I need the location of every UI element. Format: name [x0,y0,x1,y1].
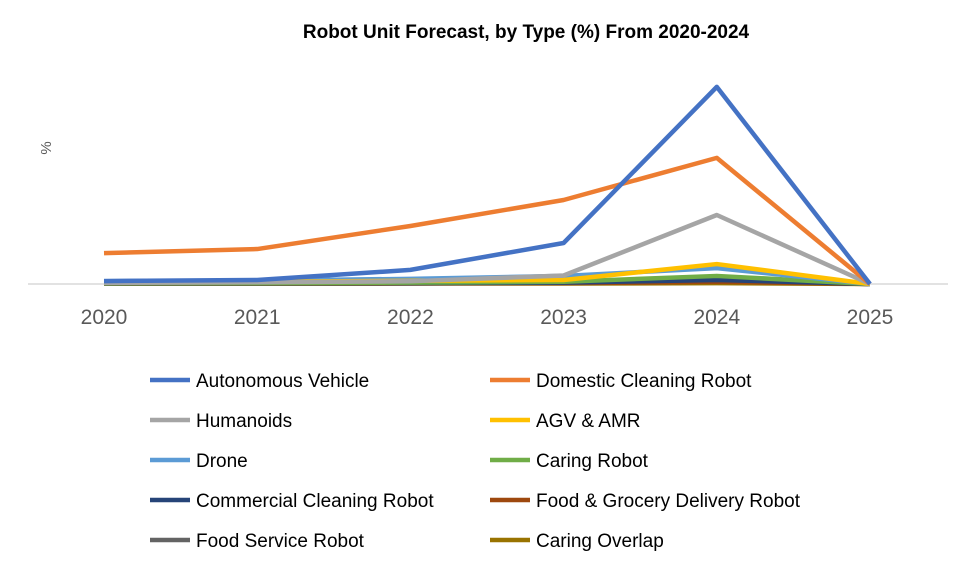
legend-item: Autonomous Vehicle [150,371,369,392]
legend-label: Humanoids [196,411,292,432]
legend-item: AGV & AMR [490,411,641,432]
legend-item: Food & Grocery Delivery Robot [490,491,801,512]
legend-label: Drone [196,451,248,472]
legend-item: Drone [150,451,248,472]
x-tick-label: 2020 [81,306,128,329]
x-tick-label: 2023 [540,306,587,329]
legend: Autonomous Vehicle Domestic Cleaning Robo… [150,371,801,552]
x-tick-labels: 2020 2021 2022 2023 2024 2025 [81,306,894,329]
legend-label: Food Service Robot [196,531,365,552]
chart-title: Robot Unit Forecast, by Type (%) From 20… [303,22,750,43]
x-tick-label: 2022 [387,306,434,329]
legend-label: AGV & AMR [536,411,641,432]
x-tick-label: 2025 [847,306,894,329]
series-layer [103,84,872,287]
legend-label: Food & Grocery Delivery Robot [536,491,801,512]
legend-item: Caring Robot [490,451,649,472]
legend-item: Humanoids [150,411,292,432]
y-axis-label: % [38,141,55,154]
legend-item: Commercial Cleaning Robot [150,491,434,512]
legend-label: Autonomous Vehicle [196,371,369,392]
legend-label: Caring Robot [536,451,649,472]
legend-label: Caring Overlap [536,531,664,552]
legend-label: Commercial Cleaning Robot [196,491,434,512]
series-line-0 [103,84,872,286]
x-tick-label: 2024 [693,306,740,329]
series-line-1 [103,155,872,286]
x-tick-label: 2021 [234,306,281,329]
legend-item: Food Service Robot [150,531,365,552]
legend-label: Domestic Cleaning Robot [536,371,752,392]
legend-item: Domestic Cleaning Robot [490,371,752,392]
legend-item: Caring Overlap [490,531,664,552]
